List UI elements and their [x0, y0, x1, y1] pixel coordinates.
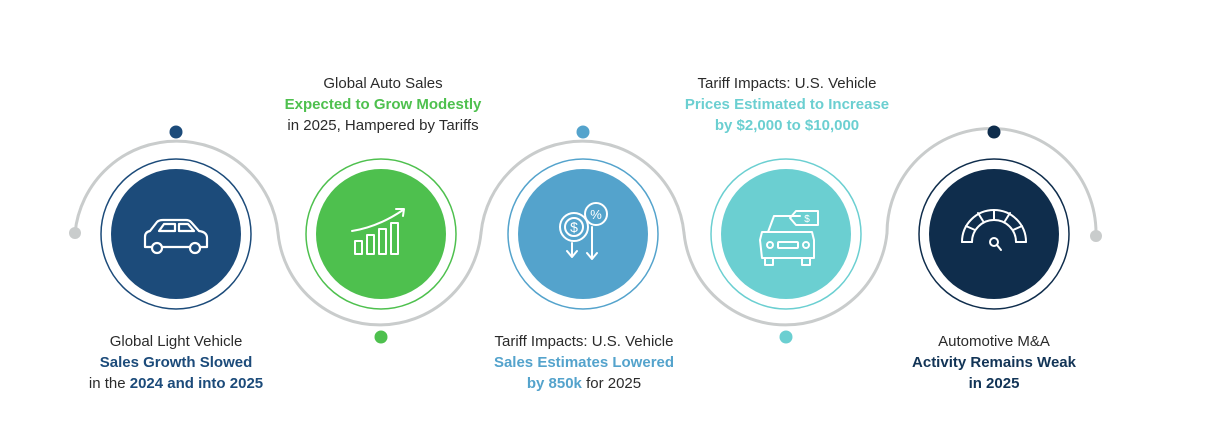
start-dot	[69, 227, 81, 239]
speedometer-icon	[961, 209, 1027, 251]
step-4-caption-highlight: Prices Estimated to Increase	[684, 96, 890, 113]
car-icon	[143, 218, 209, 255]
step-2-caption: Global Auto Sales Expected to Grow Modes…	[285, 73, 482, 136]
step-2-caption-line3: in 2025, Hampered by Tariffs	[287, 117, 479, 134]
car-price-tag-icon: $	[759, 210, 819, 266]
step-4-caption-line1: Tariff Impacts: U.S. Vehicle	[697, 75, 877, 92]
svg-text:%: %	[590, 207, 602, 222]
step-1-marker-dot	[169, 125, 183, 139]
end-dot	[1090, 230, 1102, 242]
step-4-marker-dot	[779, 330, 793, 344]
step-1-caption: Global Light Vehicle Sales Growth Slowed…	[89, 331, 263, 394]
step-4-circle: $	[710, 158, 862, 310]
step-3-caption: Tariff Impacts: U.S. Vehicle Sales Estim…	[494, 331, 674, 394]
step-2-caption-line1: Global Auto Sales	[323, 75, 443, 92]
svg-text:$: $	[804, 214, 810, 225]
step-3-caption-line3: by 850k for 2025	[526, 375, 642, 392]
step-5-circle	[918, 158, 1070, 310]
step-3-caption-highlight: Sales Estimates Lowered	[493, 354, 675, 371]
step-2-caption-highlight: Expected to Grow Modestly	[284, 96, 482, 113]
step-1-circle	[100, 158, 252, 310]
growth-chart-icon	[351, 208, 405, 255]
svg-text:$: $	[570, 219, 578, 235]
step-1-caption-line1: Global Light Vehicle	[109, 333, 243, 350]
step-1-caption-highlight: Sales Growth Slowed	[99, 354, 253, 371]
step-3-caption-line1: Tariff Impacts: U.S. Vehicle	[494, 333, 674, 350]
step-5-marker-dot	[987, 125, 1001, 139]
dollar-percent-down-icon: $ %	[559, 202, 608, 260]
step-5-caption: Automotive M&A Activity Remains Weak in …	[912, 331, 1076, 394]
step-1-caption-line3: in the 2024 and into 2025	[88, 375, 264, 392]
step-3-circle: $ %	[507, 158, 659, 310]
step-4-caption: Tariff Impacts: U.S. Vehicle Prices Esti…	[685, 73, 889, 136]
step-4-caption-line3: by $2,000 to $10,000	[714, 117, 860, 134]
step-2-circle	[305, 158, 457, 310]
step-2-marker-dot	[374, 330, 388, 344]
step-5-caption-line1: Automotive M&A	[938, 333, 1050, 350]
step-5-caption-highlight: Activity Remains Weak	[912, 354, 1076, 371]
step-5-caption-line3: in 2025	[968, 375, 1020, 392]
step-3-marker-dot	[576, 125, 590, 139]
